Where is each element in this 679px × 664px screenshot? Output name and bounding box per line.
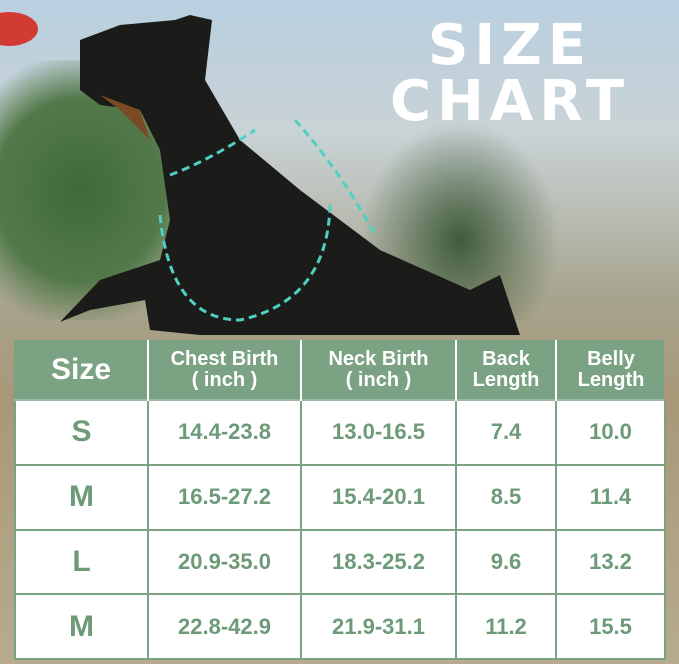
cell-neck: 15.4-20.1 xyxy=(300,463,457,531)
cell-back: 11.2 xyxy=(455,593,557,660)
cell-chest: 22.8-42.9 xyxy=(147,593,302,660)
size-table: Size Chest Birth ( inch ) Neck Birth ( i… xyxy=(14,340,666,660)
size-chart-title: SIZE CHART xyxy=(375,18,645,130)
dog-illustration xyxy=(60,15,520,335)
cell-belly: 15.5 xyxy=(555,593,666,660)
cell-chest: 20.9-35.0 xyxy=(147,528,302,596)
cell-neck: 13.0-16.5 xyxy=(300,399,457,466)
cell-belly: 10.0 xyxy=(555,399,666,466)
cell-size: M xyxy=(14,463,149,531)
header-size: Size xyxy=(15,340,149,400)
header-belly: Belly Length xyxy=(577,347,645,391)
cell-size: M xyxy=(14,593,149,660)
cell-back: 8.5 xyxy=(455,463,557,531)
table-row: M 16.5-27.2 15.4-20.1 8.5 11.4 xyxy=(14,463,666,531)
header-neck: Neck Birth ( inch ) xyxy=(301,340,457,400)
header-chest: Chest Birth ( inch ) xyxy=(148,340,302,400)
cell-chest: 16.5-27.2 xyxy=(147,463,302,531)
cell-neck: 18.3-25.2 xyxy=(300,528,457,596)
cell-belly: 11.4 xyxy=(555,463,666,531)
cell-chest: 14.4-23.8 xyxy=(147,399,302,466)
table-row: S 14.4-23.8 13.0-16.5 7.4 10.0 xyxy=(14,399,666,466)
cell-size: S xyxy=(14,399,149,466)
header-back: Back Length xyxy=(456,340,557,400)
cell-back: 9.6 xyxy=(455,528,557,596)
header-row: Size Chest Birth ( inch ) Neck Birth ( i… xyxy=(15,340,665,400)
table-row: M 22.8-42.9 21.9-31.1 11.2 15.5 xyxy=(14,593,666,660)
cell-neck: 21.9-31.1 xyxy=(300,593,457,660)
title-line-2: CHART xyxy=(389,69,631,134)
cell-belly: 13.2 xyxy=(555,528,666,596)
table-row: L 20.9-35.0 18.3-25.2 9.6 13.2 xyxy=(14,528,666,596)
cell-back: 7.4 xyxy=(455,399,557,466)
title-line-1: SIZE xyxy=(427,13,593,78)
cell-size: L xyxy=(14,528,149,596)
